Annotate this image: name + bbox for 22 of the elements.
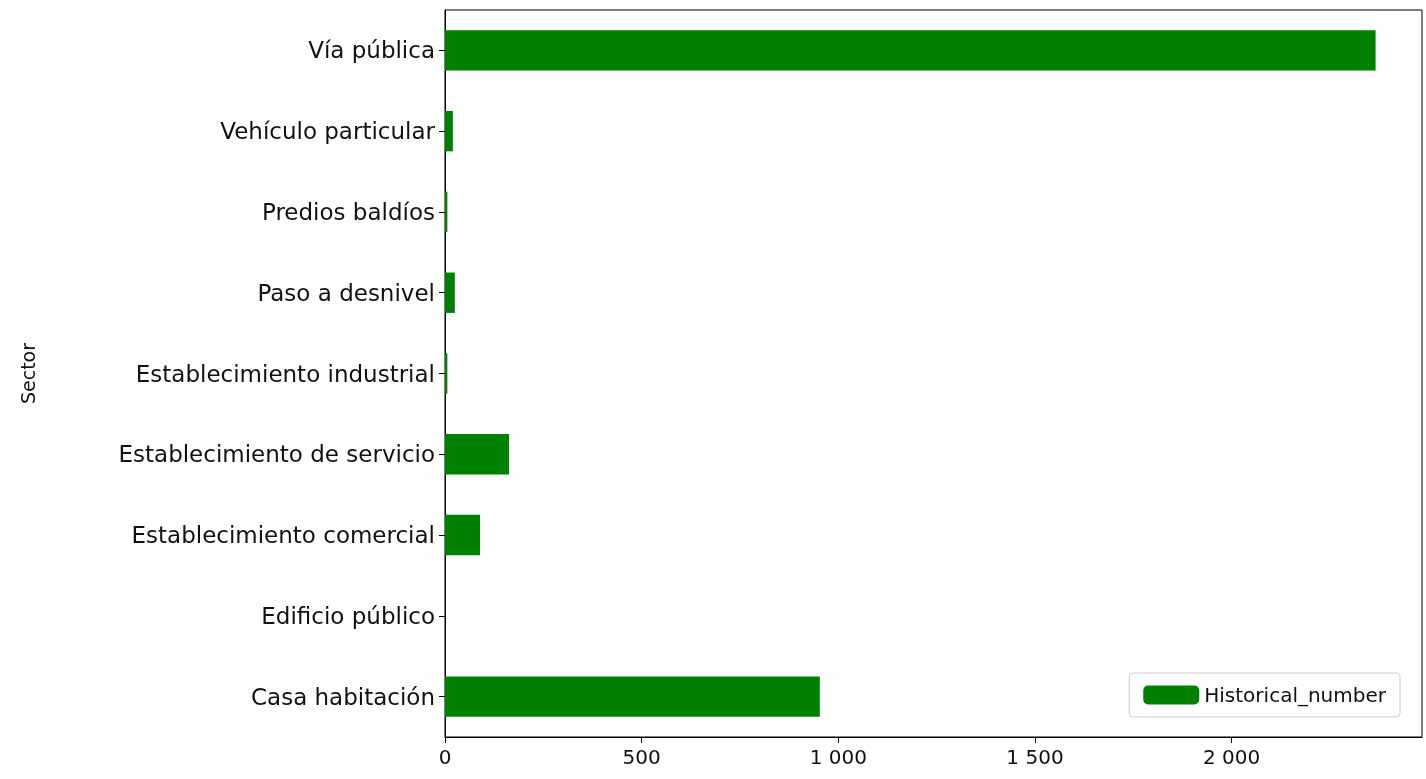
- y-tick-label: Establecimiento de servicio: [118, 441, 435, 468]
- bar: [445, 272, 455, 313]
- y-tick-label: Predios baldíos: [261, 198, 435, 225]
- y-tick-label: Paso a desnivel: [257, 279, 435, 306]
- bar: [445, 30, 1376, 71]
- x-tick-label: 1 000: [809, 745, 867, 769]
- y-tick-label: Vehículo particular: [220, 118, 436, 145]
- y-axis-title: Sector: [16, 342, 39, 405]
- y-tick-label: Establecimiento industrial: [135, 360, 435, 387]
- y-tick-label: Vía pública: [308, 37, 435, 64]
- y-tick-label: Establecimiento comercial: [131, 522, 435, 549]
- bar: [445, 110, 453, 152]
- bar: [445, 676, 820, 717]
- legend-label: Historical_number: [1204, 683, 1387, 707]
- y-tick-label: Edificio público: [261, 602, 435, 629]
- x-tick-label: 2 000: [1203, 745, 1261, 769]
- x-tick-label: 500: [622, 745, 661, 769]
- x-tick-label: 0: [438, 745, 452, 769]
- bar: [445, 434, 510, 475]
- y-tick-label: Casa habitación: [251, 683, 435, 710]
- x-tick-label: 1 500: [1006, 745, 1064, 769]
- bar: [445, 514, 481, 556]
